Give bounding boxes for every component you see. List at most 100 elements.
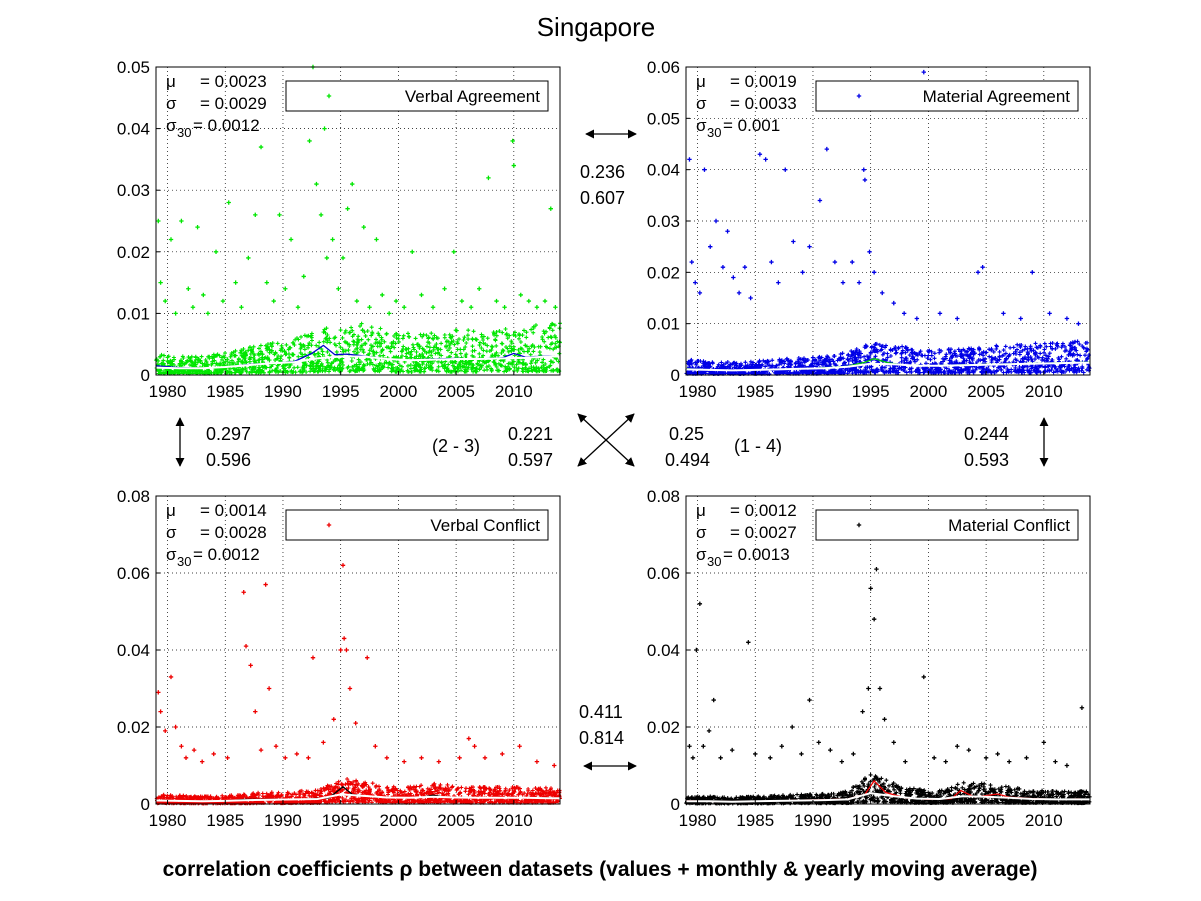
chart-verbal-agreement-xtick-label-1995: 1995 (322, 382, 360, 401)
chart-verbal-agreement-point (314, 181, 319, 187)
chart-verbal-agreement-point (386, 311, 392, 316)
chart-material-conflict-point (891, 740, 896, 745)
chart-verbal-conflict-ytick-label-2: 0.04 (117, 641, 150, 660)
chart-material-agreement-point (914, 316, 920, 321)
chart-verbal-conflict-ytick-label-0: 0 (141, 795, 150, 814)
chart-material-conflict-ytick-label-0: 0 (671, 795, 680, 814)
chart-verbal-conflict-point (294, 751, 300, 757)
chart-material-conflict-xtick-label-1985: 1985 (736, 811, 774, 830)
chart-verbal-agreement-point (486, 175, 491, 181)
chart-material-conflict-point (839, 759, 845, 764)
chart-verbal-agreement-point (361, 224, 366, 230)
arrow-1-4 (577, 413, 635, 467)
chart-material-agreement-point (955, 316, 960, 321)
chart-material-agreement-point (867, 249, 872, 254)
chart-verbal-conflict-point (341, 636, 347, 641)
chart-verbal-conflict-legend-label: Verbal Conflict (430, 516, 540, 535)
chart-material-conflict-point (828, 747, 833, 753)
chart-verbal-agreement-point (258, 144, 264, 150)
chart-material-agreement-ytick-label-2: 0.02 (647, 263, 680, 282)
chart-material-agreement-point (1030, 270, 1035, 275)
chart-material-conflict-legend-label: Material Conflict (948, 516, 1070, 535)
chart-material-conflict-point (799, 751, 804, 757)
chart-verbal-agreement-point (518, 292, 523, 298)
chart-verbal-agreement-point (510, 138, 515, 144)
chart-verbal-agreement-xtick-label-1980: 1980 (149, 382, 187, 401)
chart-verbal-conflict-point (517, 744, 522, 749)
chart-verbal-conflict-point (482, 755, 488, 760)
chart-verbal-agreement-point (283, 286, 288, 291)
chart-verbal-agreement-axes-frame (155, 66, 561, 376)
chart-verbal-agreement-legend: Verbal Agreement (285, 80, 549, 112)
chart-verbal-agreement-point (380, 292, 385, 298)
chart-verbal-conflict-point (273, 744, 279, 749)
chart-verbal-conflict-xtick-label-1980: 1980 (149, 811, 187, 830)
chart-verbal-conflict-point (179, 744, 184, 749)
chart-verbal-conflict-point (310, 655, 316, 660)
corr-1-4-bottom: 0.494 (665, 450, 710, 470)
corr-1-4-top: 0.25 (669, 424, 704, 444)
chart-verbal-agreement-point (233, 280, 238, 285)
chart-material-conflict-point (729, 747, 735, 753)
chart-verbal-agreement-point (277, 212, 282, 218)
chart-verbal-agreement-stat-symbol-2: σ (166, 116, 177, 135)
corr-1-3-top: 0.297 (206, 424, 251, 444)
chart-verbal-conflict-stat-value-0: = 0.0014 (200, 501, 267, 520)
chart-verbal-agreement-point (401, 305, 407, 310)
panel-verbal-agreement: 1980 1985 1990 1995 2000 2005 2010 0 0.01 0.02 0.0… (117, 58, 562, 401)
chart-material-conflict-xtick-label-1995: 1995 (852, 811, 890, 830)
chart-verbal-agreement-point (168, 237, 174, 242)
chart-material-conflict-point (983, 755, 989, 760)
chart-verbal-conflict-point (258, 747, 264, 753)
chart-material-conflict-point (860, 709, 865, 714)
chart-verbal-agreement-legend-marker (326, 93, 332, 99)
chart-material-conflict-point (706, 728, 712, 734)
chart-material-conflict-point (768, 755, 773, 760)
chart-material-agreement-point (708, 244, 713, 249)
chart-material-conflict-ytick-label-3: 0.06 (647, 564, 680, 583)
panel-verbal-conflict: 1980 1985 1990 1995 2000 2005 2010 0 0.02 0.04 0.0… (117, 487, 562, 830)
chart-verbal-conflict-xtick-label-2005: 2005 (437, 811, 475, 830)
chart-verbal-agreement-point (195, 224, 200, 230)
chart-material-conflict-point (943, 759, 948, 764)
chart-material-agreement-point (1064, 316, 1070, 321)
corr-2-3-bottom: 0.597 (508, 450, 553, 470)
chart-material-conflict-stat-value-2: = 0.0013 (723, 545, 790, 564)
chart-verbal-agreement-point (502, 305, 507, 310)
chart-verbal-agreement-point (201, 292, 206, 298)
chart-verbal-agreement-point (253, 212, 258, 218)
chart-verbal-agreement-point (239, 305, 244, 310)
chart-material-agreement-point (693, 280, 698, 285)
chart-material-conflict-point (966, 747, 971, 753)
chart-material-conflict-point (931, 755, 937, 760)
chart-material-agreement-ytick-label-6: 0.06 (647, 58, 680, 77)
chart-material-agreement-ytick-label-4: 0.04 (647, 161, 680, 180)
chart-material-agreement-point (725, 229, 730, 234)
chart-material-conflict-ytick-label-2: 0.04 (647, 641, 680, 660)
chart-verbal-conflict-point (158, 709, 163, 714)
corr-2-4-bottom: 0.593 (964, 450, 1009, 470)
chart-verbal-conflict-point (401, 759, 407, 764)
chart-verbal-conflict-point (173, 724, 178, 730)
chart-verbal-conflict-points (156, 563, 557, 768)
figure-title: Singapore (537, 12, 656, 42)
chart-material-agreement-point (687, 157, 692, 162)
chart-verbal-agreement-point (288, 237, 294, 242)
chart-material-agreement-legend-label: Material Agreement (923, 87, 1071, 106)
chart-material-conflict-ytick-label-1: 0.02 (647, 718, 680, 737)
chart-material-conflict-stat-symbol-1: σ (696, 523, 707, 542)
chart-material-conflict-point (789, 724, 795, 730)
chart-material-agreement-point (783, 167, 788, 172)
chart-verbal-conflict-point (373, 744, 378, 749)
chart-material-conflict-xtick-label-2005: 2005 (967, 811, 1005, 830)
chart-material-conflict-point (874, 566, 879, 572)
chart-material-conflict-point (701, 744, 706, 749)
chart-verbal-conflict-point (353, 720, 358, 726)
chart-material-agreement-point (742, 265, 748, 270)
chart-verbal-conflict-xtick-label-1990: 1990 (264, 811, 302, 830)
chart-material-conflict-points (687, 566, 1085, 768)
chart-verbal-agreement-point (511, 163, 517, 168)
chart-verbal-agreement-point (542, 298, 548, 304)
chart-verbal-agreement-xtick-label-2010: 2010 (495, 382, 533, 401)
chart-material-agreement-point (736, 290, 742, 296)
